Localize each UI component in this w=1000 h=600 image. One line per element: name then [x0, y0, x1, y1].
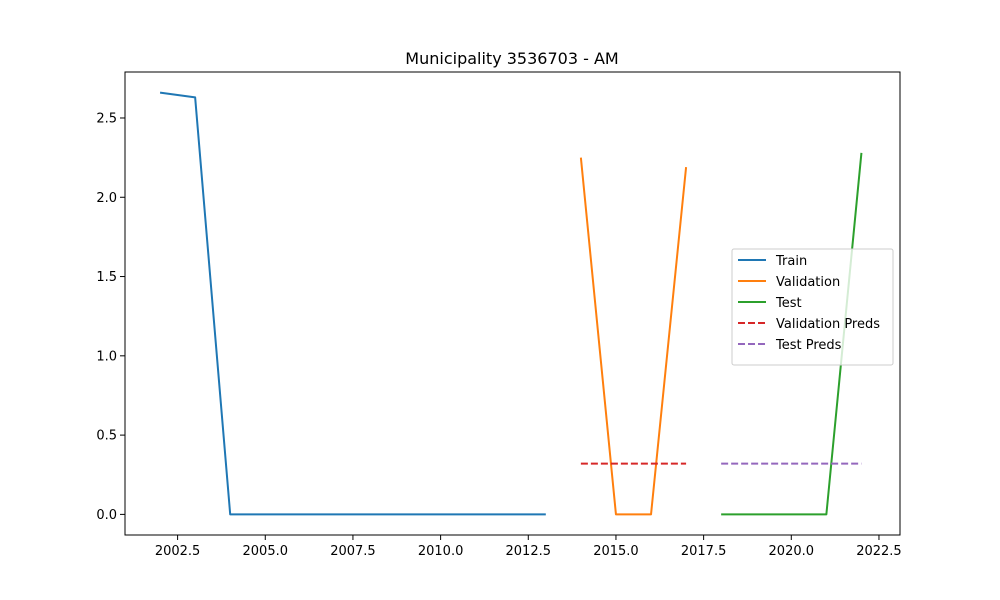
series-layer — [159, 91, 863, 516]
x-tick-label: 2005.0 — [243, 544, 289, 559]
y-tick-label: 0.5 — [96, 429, 117, 444]
legend-label: Test — [775, 296, 802, 311]
legend-label: Validation Preds — [776, 317, 880, 332]
x-tick-label: 2002.5 — [155, 544, 201, 559]
plot-frame — [124, 71, 901, 536]
y-tick-label: 2.0 — [96, 191, 117, 206]
chart-title: Municipality 3536703 - AM — [405, 49, 618, 68]
y-tick-label: 2.5 — [96, 111, 117, 126]
legend-label: Test Preds — [775, 338, 842, 353]
legend-label: Validation — [776, 275, 840, 290]
y-tick-label: 0.0 — [96, 508, 117, 523]
y-tick-label: 1.0 — [96, 349, 117, 364]
series-line-validation — [579, 157, 688, 516]
x-tick-label: 2020.0 — [769, 544, 815, 559]
series-line-test — [721, 152, 863, 516]
x-tick-label: 2017.5 — [681, 544, 727, 559]
legend: Train Validation Test Validation Preds Test … — [731, 248, 894, 366]
y-axis: 0.0 0.5 1.0 1.5 2.0 2.5 — [96, 111, 125, 523]
x-tick-label: 2007.5 — [330, 544, 376, 559]
legend-label: Train — [775, 254, 807, 269]
x-tick-label: 2010.0 — [418, 544, 464, 559]
x-axis: 2002.5 2005.0 2007.5 2010.0 2012.5 2015.0 2017… — [155, 535, 902, 559]
series-line-train — [159, 91, 546, 516]
legend-box — [731, 248, 894, 366]
x-tick-label: 2012.5 — [506, 544, 552, 559]
y-tick-label: 1.5 — [96, 270, 117, 285]
x-tick-label: 2022.5 — [856, 544, 902, 559]
x-tick-label: 2015.0 — [593, 544, 639, 559]
